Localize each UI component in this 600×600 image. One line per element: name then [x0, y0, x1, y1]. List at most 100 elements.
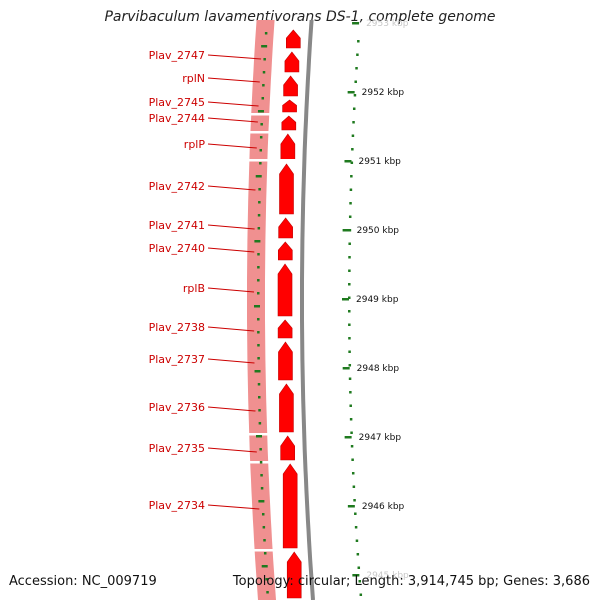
outer-tick [356, 553, 360, 556]
inner-tick [258, 500, 265, 503]
inner-tick [258, 396, 261, 399]
inner-tick [254, 305, 261, 308]
inner-tick [265, 578, 268, 581]
inner-tick [261, 513, 265, 516]
gene-label[interactable]: Plav_2741 [149, 219, 255, 232]
gene-label-text: Plav_2735 [149, 442, 205, 455]
inner-tick [257, 279, 260, 282]
gene-label[interactable]: Plav_2744 [149, 112, 258, 125]
gene-label[interactable]: Plav_2742 [149, 180, 256, 193]
ruler-major-tick [352, 22, 360, 25]
inner-tick [259, 162, 262, 165]
gene-arrow [278, 217, 293, 239]
ruler-labels: 2953 kbp 2952 kbp 2951 kbp 2950 kbp 2949 kbp… [342, 19, 409, 581]
gene-label[interactable]: rplN [182, 72, 260, 85]
inner-tick [262, 84, 265, 87]
leader-line [207, 101, 259, 107]
gene-label[interactable]: Plav_2734 [149, 499, 260, 512]
inner-tick [266, 591, 269, 594]
outer-tick [349, 418, 353, 421]
leader-line [207, 247, 255, 253]
gene-label-text: Plav_2742 [149, 180, 205, 193]
inner-tick [257, 266, 260, 269]
gene-label-text: rplB [183, 282, 205, 295]
inner-tick [264, 32, 268, 35]
gene-label[interactable]: Plav_2738 [149, 321, 255, 334]
ruler-major-tick [344, 160, 352, 163]
gene-label-text: Plav_2736 [149, 401, 205, 414]
ruler-major-tick [342, 367, 350, 370]
ruler-major-tick [344, 436, 352, 439]
inner-tick [257, 110, 264, 113]
outer-tick [348, 323, 351, 326]
outer-tick [348, 296, 351, 299]
inner-tick [254, 370, 261, 373]
outer-tick [350, 445, 354, 448]
ruler-major-tick [352, 574, 360, 577]
ruler-label: 2951 kbp [358, 157, 401, 167]
gene-label-text: rplN [182, 72, 205, 85]
ruler-label: 2950 kbp [357, 226, 400, 236]
inner-tick [260, 474, 263, 477]
outer-tick [353, 499, 356, 502]
outer-tick [348, 256, 351, 259]
feature-gap [246, 159, 300, 162]
outer-tick [348, 350, 351, 353]
outer-tick [350, 161, 354, 164]
outer-tick [348, 283, 351, 286]
leader-line [207, 77, 260, 83]
ruler-label: 2945 kbp [366, 571, 409, 581]
outer-tick [349, 404, 352, 407]
outer-tick [348, 242, 351, 245]
leader-line [207, 224, 255, 230]
gene-label[interactable]: Plav_2737 [149, 353, 255, 366]
gene-arrow [286, 551, 302, 599]
leader-line [207, 54, 262, 60]
inner-tick [257, 227, 261, 230]
inner-tick [257, 253, 260, 256]
outer-tick [355, 539, 359, 542]
ruler-label: 2952 kbp [362, 88, 405, 98]
gene-arrow [283, 75, 298, 97]
inner-tick [259, 136, 263, 139]
gene-arrow [281, 115, 297, 131]
feature-gap [247, 461, 301, 464]
gene-label[interactable]: Plav_2740 [149, 242, 255, 255]
inner-tick [260, 123, 263, 126]
gene-label-text: rplP [184, 138, 206, 151]
gene-label[interactable]: Plav_2747 [149, 49, 262, 62]
ruler-label: 2948 kbp [357, 364, 400, 374]
inner-tick [263, 539, 266, 542]
gene-label[interactable]: rplB [183, 282, 255, 295]
inner-ruler [254, 32, 269, 594]
inner-tick [257, 344, 260, 347]
leader-line [207, 447, 257, 453]
inner-tick [261, 97, 265, 100]
gene-label[interactable]: Plav_2736 [149, 401, 256, 414]
inner-tick [262, 71, 266, 74]
gene-arrow [282, 99, 297, 113]
outer-tick [349, 391, 352, 394]
outer-tick [358, 580, 362, 583]
gene-label[interactable]: Plav_2745 [149, 96, 259, 109]
inner-tick [262, 526, 266, 529]
outer-tick [348, 337, 351, 340]
inner-tick [257, 331, 260, 334]
outer-ruler [348, 40, 363, 596]
gene-label[interactable]: rplP [184, 138, 257, 151]
map-title: Parvibaculum lavamentivorans DS-1, compl… [104, 9, 496, 25]
outer-tick [348, 310, 351, 313]
gene-label-text: Plav_2738 [149, 321, 205, 334]
ruler-major-tick [342, 229, 350, 232]
gene-label-text: Plav_2745 [149, 96, 205, 109]
gene-arrow [286, 29, 301, 49]
gene-label-text: Plav_2747 [149, 49, 205, 62]
gene-label[interactable]: Plav_2735 [149, 442, 257, 455]
gene-label-text: Plav_2734 [149, 499, 205, 512]
backbone-line [300, 19, 315, 600]
outer-tick [353, 94, 357, 97]
outer-tick [354, 80, 357, 83]
ruler-label: 2946 kbp [362, 502, 405, 512]
gene-label-text: Plav_2740 [149, 242, 205, 255]
